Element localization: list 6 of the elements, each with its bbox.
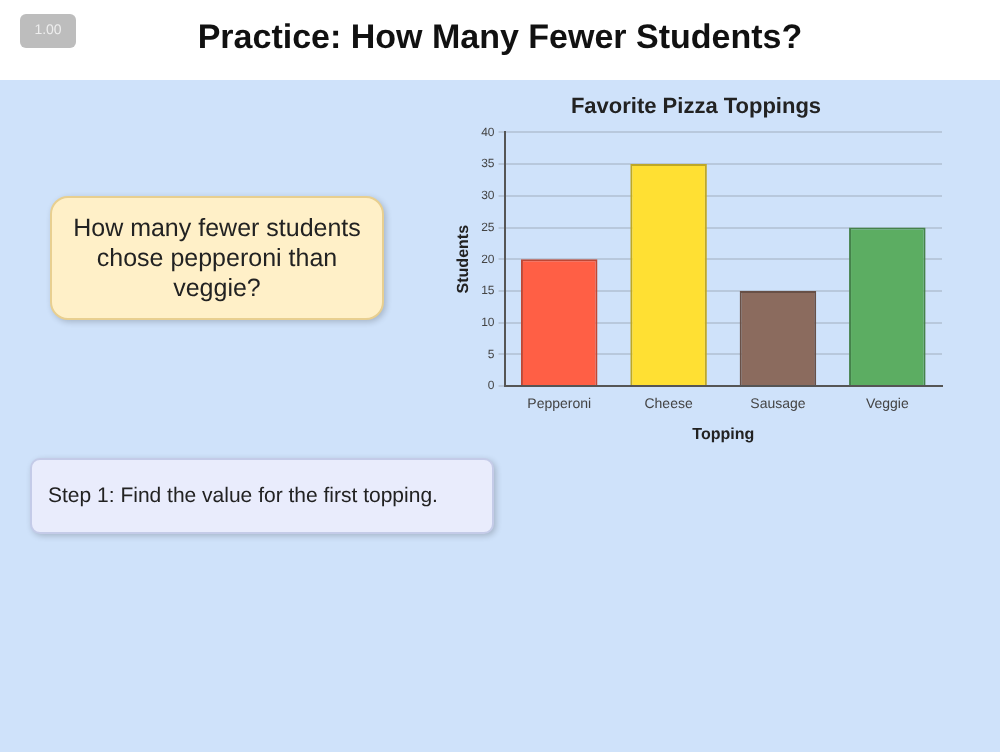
text: How many fewer students chose pepperoni than veggie? <box>50 196 384 320</box>
text: Step 1: Find the value for the first topping. <box>30 458 494 534</box>
y-axis-title: Students <box>454 223 473 294</box>
text: Practice: How Many Fewer Students? <box>195 18 805 58</box>
x-axis-title: Topping <box>692 424 755 443</box>
chart-title: Favorite Pizza Toppings <box>570 95 822 120</box>
